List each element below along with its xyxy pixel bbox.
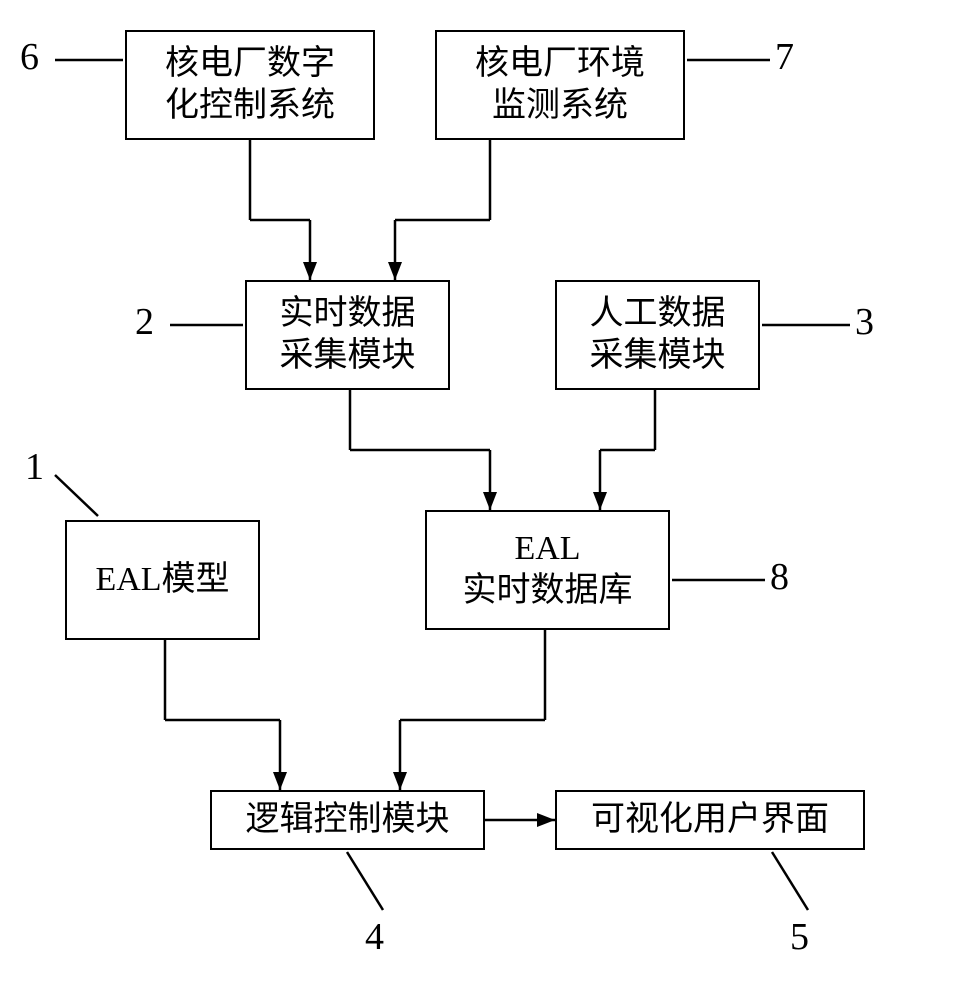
node-logic-control-module: 逻辑控制模块 — [210, 790, 485, 850]
node-eal-model: EAL模型 — [65, 520, 260, 640]
node-text: EAL 实时数据库 — [463, 528, 633, 613]
arrow-layer — [0, 0, 971, 1000]
node-digital-control-system: 核电厂数字 化控制系统 — [125, 30, 375, 140]
node-manual-data-module: 人工数据 采集模块 — [555, 280, 760, 390]
node-text: 核电厂数字 化控制系统 — [165, 43, 335, 128]
node-env-monitoring-system: 核电厂环境 监测系统 — [435, 30, 685, 140]
node-text: 实时数据 采集模块 — [280, 293, 416, 378]
node-realtime-data-module: 实时数据 采集模块 — [245, 280, 450, 390]
node-text: 人工数据 采集模块 — [590, 293, 726, 378]
ref-label-8: 8 — [770, 555, 789, 599]
node-visual-ui: 可视化用户界面 — [555, 790, 865, 850]
node-eal-database: EAL 实时数据库 — [425, 510, 670, 630]
ref-label-3: 3 — [855, 300, 874, 344]
ref-label-7: 7 — [775, 35, 794, 79]
node-text: 逻辑控制模块 — [246, 799, 450, 842]
ref-label-5: 5 — [790, 915, 809, 959]
ref-label-1: 1 — [25, 445, 44, 489]
node-text: 核电厂环境 监测系统 — [475, 43, 645, 128]
ref-label-4: 4 — [365, 915, 384, 959]
ref-label-2: 2 — [135, 300, 154, 344]
node-text: 可视化用户界面 — [591, 799, 829, 842]
ref-label-6: 6 — [20, 35, 39, 79]
node-text: EAL模型 — [95, 559, 229, 602]
